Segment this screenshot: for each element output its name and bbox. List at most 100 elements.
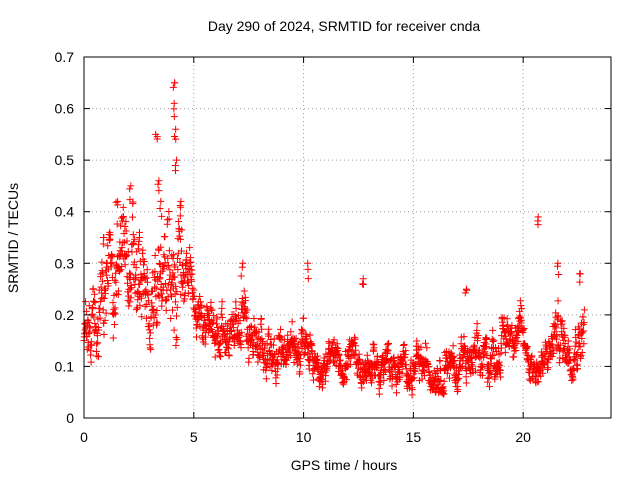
data-point [541, 338, 549, 346]
data-point [117, 266, 125, 274]
data-point [177, 203, 185, 211]
data-point [154, 180, 162, 188]
data-point [139, 246, 147, 254]
data-point [436, 357, 444, 365]
data-point [244, 344, 252, 352]
data-point [201, 340, 209, 348]
data-point [176, 232, 184, 240]
data-point [309, 370, 317, 378]
data-point [159, 283, 167, 291]
data-point [460, 333, 468, 341]
data-point [156, 205, 164, 213]
data-point [158, 212, 166, 220]
data-point [89, 303, 97, 311]
data-point [107, 263, 115, 271]
data-point [287, 351, 295, 359]
data-point [388, 382, 396, 390]
data-point [85, 330, 93, 338]
data-point [141, 302, 149, 310]
plot-frame [83, 56, 612, 419]
data-point [356, 355, 364, 363]
data-point [296, 368, 304, 376]
data-point [162, 306, 170, 314]
data-point [210, 312, 218, 320]
data-point [170, 326, 178, 334]
data-point [171, 273, 179, 281]
data-point [145, 326, 153, 334]
data-point [122, 218, 130, 226]
data-point [424, 363, 432, 371]
data-point [237, 328, 245, 336]
data-point [126, 185, 134, 193]
data-point [91, 319, 99, 327]
data-point [133, 248, 141, 256]
data-point [257, 315, 265, 323]
data-point [342, 376, 350, 384]
data-point [177, 247, 185, 255]
data-point [290, 343, 298, 351]
data-point [503, 323, 511, 331]
data-point [491, 375, 499, 383]
data-point [487, 355, 495, 363]
data-point [449, 342, 457, 350]
data-point [215, 341, 223, 349]
data-point [467, 355, 475, 362]
data-point [155, 177, 163, 185]
data-point [130, 239, 138, 247]
data-point [109, 299, 117, 307]
data-point [213, 324, 221, 332]
data-point [512, 346, 520, 354]
data-point [99, 240, 107, 248]
data-point [217, 337, 225, 345]
data-point [304, 265, 312, 273]
data-point [351, 335, 359, 343]
data-point [421, 339, 429, 347]
data-point [173, 156, 181, 164]
data-point [296, 361, 304, 369]
data-point [99, 294, 107, 302]
data-point [401, 350, 409, 358]
data-point [174, 254, 182, 262]
data-point [393, 389, 401, 397]
data-point [126, 298, 134, 306]
data-point [156, 275, 164, 283]
data-point [479, 363, 487, 371]
data-point [313, 352, 321, 360]
data-point [518, 305, 526, 313]
data-point [166, 286, 174, 294]
data-point [367, 370, 375, 378]
data-point [492, 370, 500, 378]
data-point [128, 241, 136, 249]
y-axis-label: SRMTID / TECUs [5, 183, 21, 293]
data-point [417, 343, 425, 351]
data-point [514, 337, 522, 345]
data-point [208, 306, 216, 314]
data-point [85, 302, 93, 310]
data-point [169, 269, 177, 277]
data-point [111, 321, 119, 329]
data-point [100, 234, 108, 242]
y-tick-label: 0.2 [55, 307, 75, 323]
data-point [209, 318, 217, 326]
y-tick-label: 0.5 [55, 152, 75, 168]
data-point [185, 282, 193, 290]
data-point [376, 372, 384, 380]
data-point [110, 305, 118, 313]
y-tick-label: 0.4 [55, 204, 75, 220]
data-point [119, 239, 127, 247]
data-point [238, 263, 246, 271]
data-point [170, 113, 178, 121]
data-point [225, 341, 233, 349]
data-point [516, 297, 524, 305]
data-point [463, 286, 471, 294]
data-point [450, 353, 458, 361]
data-point [167, 293, 175, 301]
data-point [106, 236, 114, 244]
data-point [325, 339, 333, 347]
data-point [556, 341, 564, 349]
data-point [558, 317, 566, 325]
data-point [213, 315, 221, 323]
data-point [121, 222, 129, 230]
data-point [472, 367, 480, 375]
